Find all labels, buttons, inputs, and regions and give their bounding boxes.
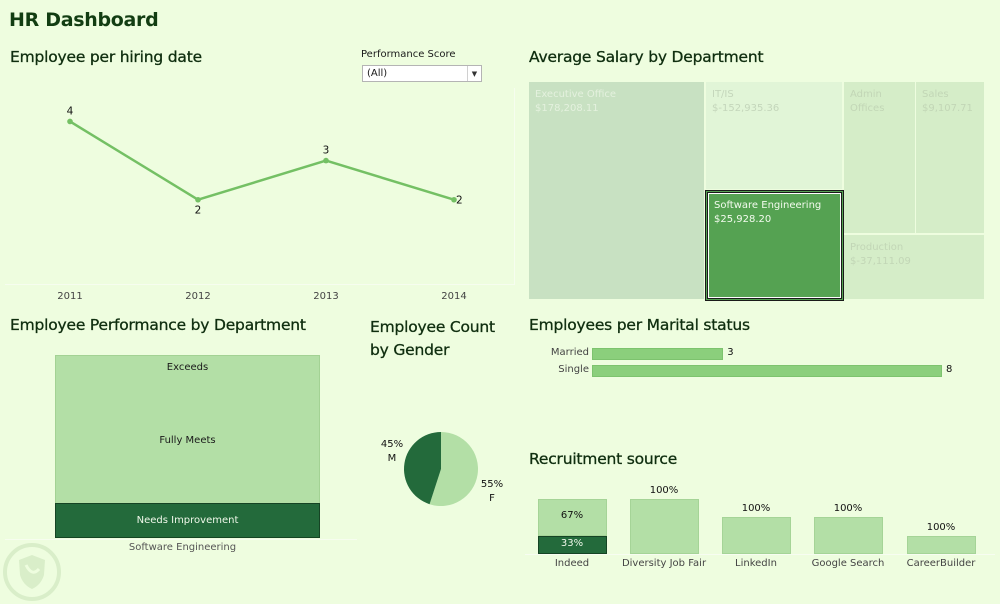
hiring-series-line xyxy=(69,120,455,201)
cell-value: $9,107.71 xyxy=(922,103,973,114)
marital-category-label: Married xyxy=(550,347,589,358)
recruitment-category-label: LinkedIn xyxy=(735,558,777,569)
cell-name: Executive Office xyxy=(535,89,617,100)
marital-bar-chart: Married 3 Single 8 xyxy=(529,344,989,384)
perf-segment-needs-improvement[interactable]: Needs Improvement xyxy=(55,503,320,538)
hiring-data-point[interactable] xyxy=(451,196,457,203)
performance-panel: Exceeds Fully Meets Needs Improvement xyxy=(5,345,357,540)
treemap-cell-it-is[interactable]: IT/IS $-152,935.36 xyxy=(706,82,842,189)
dashboard-title: HR Dashboard xyxy=(9,9,159,31)
treemap-cell-software-engineering[interactable]: Software Engineering $25,928.20 xyxy=(705,190,844,301)
cell-name: Sales xyxy=(922,89,949,100)
pie-pct-label-male: 45% xyxy=(381,439,403,450)
recruitment-bar-chart: 33% 67% Indeed 100% Diversity Job Fair 100% Li… xyxy=(525,478,995,578)
hiring-x-tick-label: 2014 xyxy=(441,291,466,302)
cell-name-line1: Admin xyxy=(850,89,882,100)
perf-segment-fully-meets-exceeds[interactable]: Exceeds Fully Meets xyxy=(55,355,320,503)
recruitment-bar-segment[interactable] xyxy=(537,498,607,536)
recruitment-value-label: 100% xyxy=(649,484,679,496)
recruitment-value-label: 100% xyxy=(833,503,863,514)
hiring-line-chart: 4 2011 2 2012 3 2013 2 2014 xyxy=(57,105,466,302)
hiring-x-tick-label: 2013 xyxy=(313,291,338,302)
hiring-data-label: 2 xyxy=(456,195,463,207)
recruitment-value-label: 100% xyxy=(926,521,956,533)
perf-label-fully-meets: Fully Meets xyxy=(159,435,216,446)
cell-name: IT/IS xyxy=(712,89,734,100)
hiring-data-point[interactable] xyxy=(323,157,329,164)
dropdown-value: (All) xyxy=(367,68,388,79)
watermark-logo-icon xyxy=(3,543,61,601)
hiring-data-label: 3 xyxy=(323,145,330,157)
recruitment-bar-segment[interactable] xyxy=(906,535,976,554)
pie-slice-female[interactable] xyxy=(429,432,478,506)
cell-name-line2: Offices xyxy=(850,103,885,114)
performance-score-dropdown[interactable]: (All) ▼ xyxy=(362,65,482,82)
perf-label-needs-improvement: Needs Improvement xyxy=(136,515,239,526)
hiring-data-point[interactable] xyxy=(67,118,73,125)
recruitment-chart-title: Recruitment source xyxy=(529,450,678,468)
treemap-cell-production[interactable]: Production $-37,111.09 xyxy=(844,235,984,299)
recruitment-category-label: Diversity Job Fair xyxy=(621,558,707,569)
recruitment-bar-segment[interactable] xyxy=(721,517,791,554)
marital-category-label: Single xyxy=(558,364,589,375)
marital-value-label: 3 xyxy=(727,347,734,358)
recruitment-baseline xyxy=(525,554,995,555)
treemap-cell-sales[interactable]: Sales $9,107.71 xyxy=(916,82,984,233)
salary-treemap: Executive Office $178,208.11 IT/IS $-152… xyxy=(529,82,984,301)
marital-bar[interactable] xyxy=(592,348,724,360)
cell-value: $178,208.11 xyxy=(535,103,599,114)
perf-category-label: Software Engineering xyxy=(128,542,237,553)
pie-pct-label-female: 55% xyxy=(481,479,503,490)
performance-chart-title: Employee Performance by Department xyxy=(10,316,306,334)
recruitment-bar-segment[interactable] xyxy=(629,498,699,554)
recruitment-category-label: Google Search xyxy=(811,558,885,569)
cell-value: $25,928.20 xyxy=(714,214,772,225)
cell-value: $-37,111.09 xyxy=(850,256,911,267)
marital-bar[interactable] xyxy=(592,365,942,377)
hiring-chart-title: Employee per hiring date xyxy=(10,48,202,66)
perf-label-exceeds: Exceeds xyxy=(166,362,209,373)
pie-name-label-male: M xyxy=(388,453,397,464)
hiring-data-label: 2 xyxy=(195,205,202,217)
recruitment-segment-label: 33% xyxy=(560,537,584,549)
pie-name-label-female: F xyxy=(489,493,495,504)
cell-name: Production xyxy=(850,242,904,253)
gender-title-line2: by Gender xyxy=(370,341,450,359)
filter-label: Performance Score xyxy=(361,49,456,60)
gender-chart-title: Employee Count by Gender xyxy=(370,316,495,362)
recruitment-bar-segment[interactable] xyxy=(813,517,883,554)
marital-chart-title: Employees per Marital status xyxy=(529,316,750,334)
cell-value: $-152,935.36 xyxy=(712,103,780,114)
hiring-x-tick-label: 2011 xyxy=(57,291,82,302)
marital-value-label: 8 xyxy=(946,364,953,375)
hiring-x-tick-label: 2012 xyxy=(185,291,210,302)
recruitment-category-label: Indeed xyxy=(554,558,590,569)
gender-pie-chart: 45% M 55% F xyxy=(381,432,503,506)
cell-name: Software Engineering xyxy=(714,200,822,211)
hiring-line-chart-panel xyxy=(5,88,515,285)
gender-title-line1: Employee Count xyxy=(370,318,495,336)
pie-slice-male[interactable] xyxy=(404,432,441,505)
recruitment-value-label: 100% xyxy=(741,503,771,514)
treemap-cell-admin-offices[interactable]: Admin Offices xyxy=(844,82,915,233)
recruitment-bar-segment[interactable] xyxy=(537,535,607,554)
recruitment-segment-label: 67% xyxy=(560,510,584,522)
recruitment-category-label: CareerBuilder xyxy=(906,558,976,569)
hiring-data-label: 4 xyxy=(67,105,74,117)
hiring-data-point[interactable] xyxy=(195,196,201,203)
dropdown-arrow-icon[interactable]: ▼ xyxy=(467,66,481,81)
salary-chart-title: Average Salary by Department xyxy=(529,48,764,66)
treemap-cell-executive-office[interactable]: Executive Office $178,208.11 xyxy=(529,82,704,299)
